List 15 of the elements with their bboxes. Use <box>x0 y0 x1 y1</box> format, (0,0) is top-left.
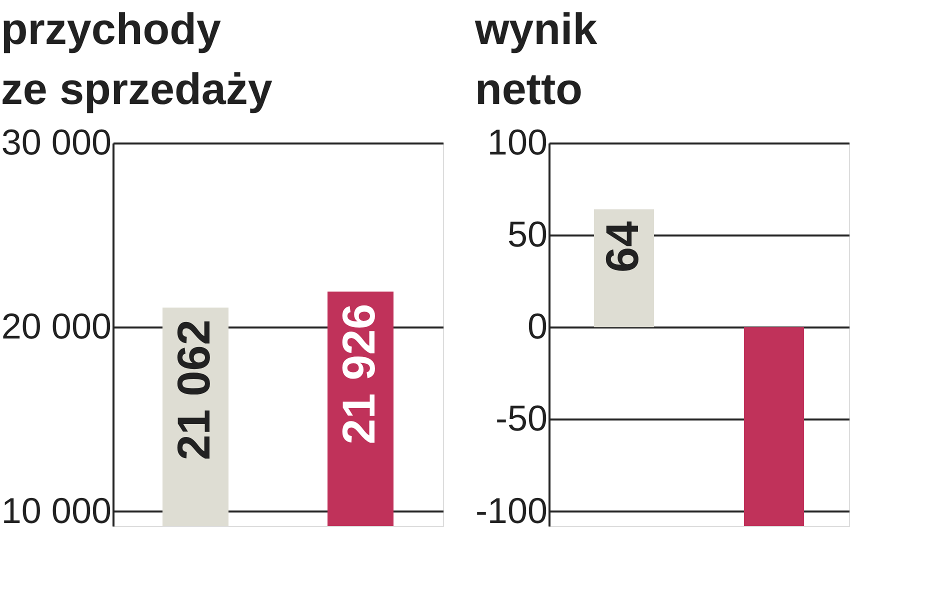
y-tick-label: 50 <box>507 214 548 255</box>
y-tick-label: -100 <box>475 490 548 531</box>
y-tick-label: 0 <box>527 306 548 347</box>
y-tick-label: -50 <box>495 398 548 439</box>
text: wynik <box>474 5 598 54</box>
data-label: 21 926 <box>332 304 384 444</box>
text: przychody <box>0 5 221 54</box>
y-tick-label: 10 000 <box>1 490 112 531</box>
data-label: 64 <box>596 220 648 272</box>
text: ze sprzedaży <box>0 65 272 114</box>
y-tick-label: 30 000 <box>1 122 112 162</box>
y-tick-label: 100 <box>487 122 548 162</box>
y-tick-label: 20 000 <box>1 306 112 347</box>
text: netto <box>474 65 582 114</box>
data-label: 21 062 <box>168 320 220 460</box>
